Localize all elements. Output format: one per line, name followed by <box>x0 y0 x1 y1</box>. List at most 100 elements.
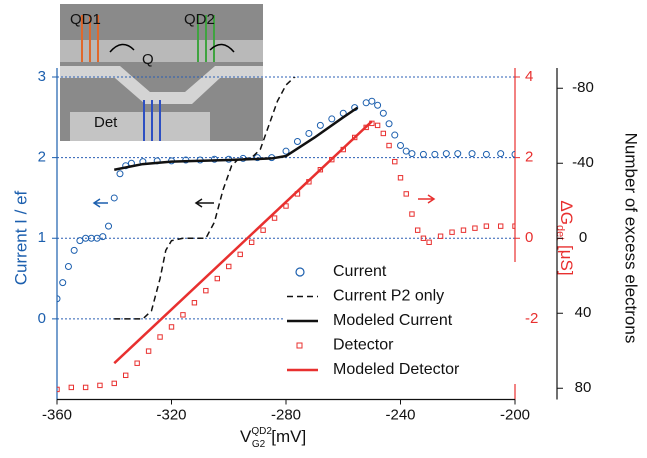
y3-tick-label: 80 <box>575 379 592 396</box>
current-point <box>431 150 439 158</box>
current-point <box>59 279 67 287</box>
current-point <box>385 120 393 128</box>
detector-point <box>380 130 387 137</box>
detector-point <box>449 229 455 235</box>
y2-tick-label: -2 <box>525 310 538 327</box>
current-point <box>482 150 490 158</box>
series-line <box>114 106 359 171</box>
detector-point <box>68 384 75 391</box>
y-tick-label: 2 <box>38 149 46 166</box>
current-point <box>408 150 416 158</box>
y3-tick-label: -80 <box>572 79 594 96</box>
detector-point <box>352 134 358 141</box>
current-point <box>328 115 336 123</box>
x-axis-label: VQD2 G2 [mV] <box>240 426 306 450</box>
detector-point <box>374 122 381 129</box>
detector-point <box>237 251 243 258</box>
y2-tick-label: 2 <box>525 149 533 166</box>
detector-point <box>111 380 117 387</box>
x-label-unit: [mV] <box>271 427 306 446</box>
detector-point <box>248 239 255 245</box>
detector-point <box>397 175 404 181</box>
detector-point <box>226 263 232 270</box>
detector-point <box>214 275 221 282</box>
y-tick-label: 1 <box>38 229 46 246</box>
y2-tick-label: 4 <box>525 68 533 85</box>
detector-point <box>460 227 467 233</box>
legend-label: Detector <box>333 337 394 354</box>
x-label-sub: G2 <box>252 439 266 450</box>
y3-tick-label: 0 <box>579 229 587 246</box>
y3-tick-label: 40 <box>575 304 592 321</box>
detector-point <box>180 312 186 318</box>
inset-leads <box>81 15 99 62</box>
detector-point <box>145 348 152 354</box>
arrow <box>92 198 108 208</box>
detector-point <box>420 235 427 241</box>
y3-tick-label: -40 <box>572 154 594 171</box>
y-tick-label: 3 <box>38 68 46 85</box>
x-tick-label: -200 <box>500 406 530 423</box>
current-point <box>105 222 113 230</box>
legend-background <box>285 262 525 384</box>
current-point <box>454 150 462 158</box>
current-point <box>368 97 376 105</box>
x-tick-label: -320 <box>156 406 186 423</box>
inset-gate <box>60 40 263 62</box>
detector-point <box>283 203 289 209</box>
x-tick-label: -240 <box>385 406 415 423</box>
legend-marker <box>295 267 305 277</box>
x-tick-label: -280 <box>271 406 301 423</box>
legend-marker <box>296 342 303 349</box>
y2-label-unit: [μS] <box>557 240 576 275</box>
current-point <box>116 170 124 178</box>
current-point <box>282 147 290 155</box>
inset-label: Q <box>142 51 154 68</box>
current-point <box>110 194 118 202</box>
series-line <box>114 77 296 320</box>
current-point <box>511 150 515 158</box>
current-point <box>362 99 370 107</box>
detector-point <box>123 372 129 379</box>
inset-arrow <box>109 43 135 53</box>
detector-point <box>426 239 432 245</box>
detector-point <box>203 287 209 294</box>
current-point <box>419 150 427 158</box>
current-point <box>391 131 399 139</box>
detector-point <box>403 191 409 197</box>
detector-point <box>134 360 140 366</box>
detector-point <box>317 167 324 173</box>
inset-label: QD2 <box>184 11 215 28</box>
detector-point <box>260 227 266 233</box>
detector-point <box>437 233 444 239</box>
detector-point <box>497 223 504 229</box>
current-point <box>397 142 404 150</box>
x-tick-label: -360 <box>42 406 72 423</box>
arrow <box>418 194 436 204</box>
current-point <box>305 129 313 137</box>
x-label-main: V <box>240 427 252 446</box>
detector-point <box>512 223 515 229</box>
y-axis-label: Current I / ef <box>11 190 30 285</box>
y3-axis-label: Number of excess electrons <box>622 133 641 344</box>
detector-point <box>483 223 490 229</box>
inset-label: QD1 <box>70 11 101 28</box>
legend-label: Modeled Current <box>333 312 453 329</box>
legend-label: Current <box>333 263 387 280</box>
detector-point <box>472 225 478 231</box>
current-point <box>316 121 324 129</box>
detector-point <box>386 142 392 149</box>
inset-gate <box>60 66 263 104</box>
direction-arrows <box>92 194 436 208</box>
y-tick-label: 0 <box>38 310 46 327</box>
y2-tick-label: 0 <box>525 229 533 246</box>
inset-gate <box>70 112 210 141</box>
current-point <box>442 150 450 158</box>
y2-axis-label: ΔGdet [μS] <box>554 200 575 275</box>
current-point <box>497 150 505 158</box>
inset-image: QD1 QD2 Q Det <box>60 4 263 141</box>
arrow <box>194 198 214 208</box>
detector-point <box>82 384 89 391</box>
